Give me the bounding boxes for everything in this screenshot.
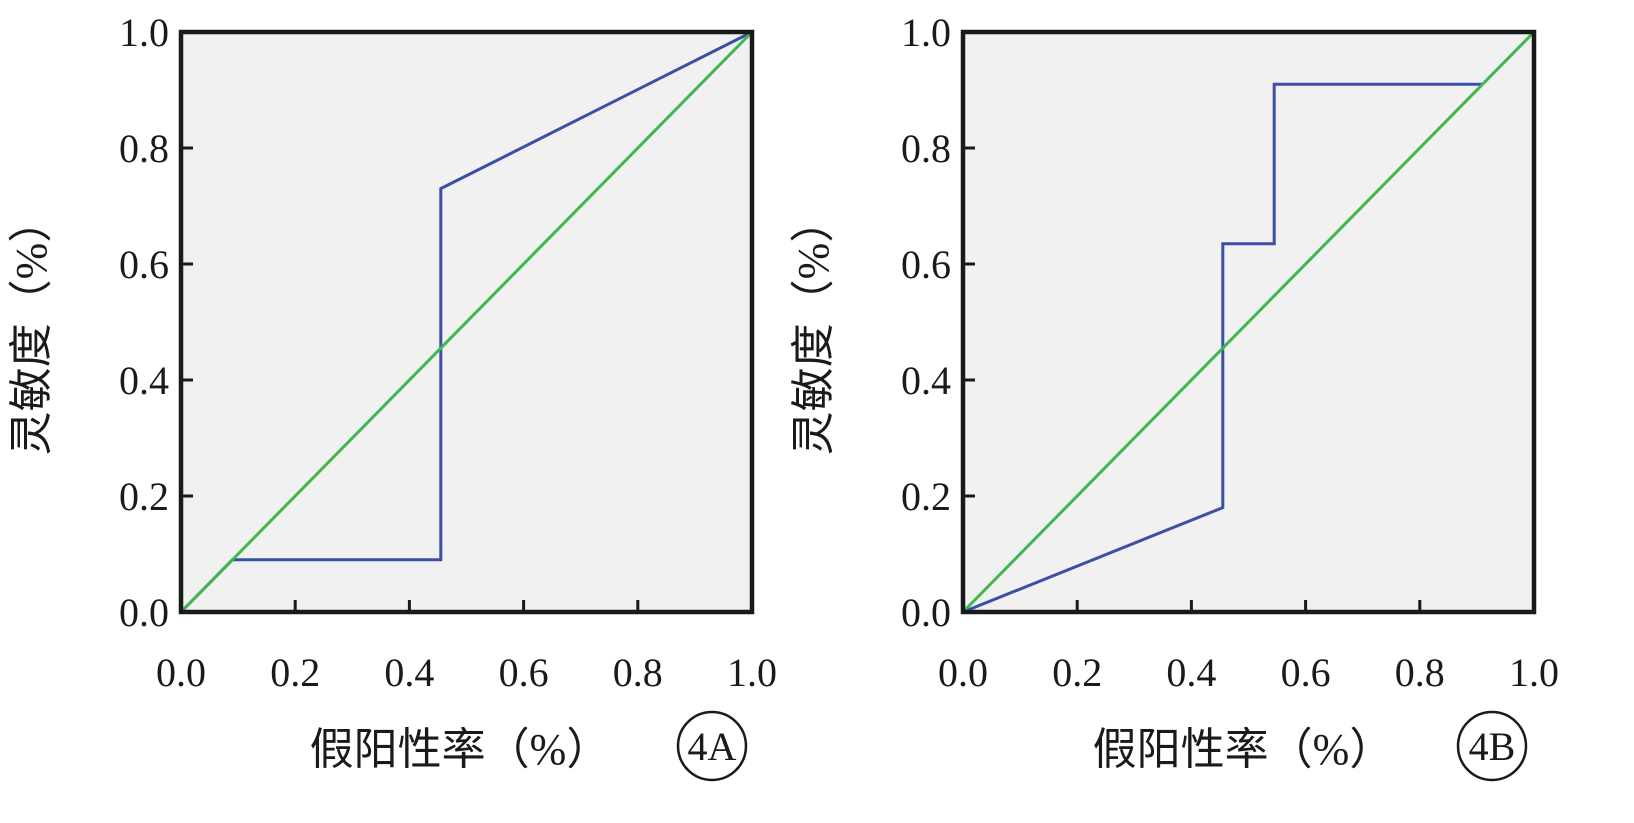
y-axis-label: 灵敏度（%） [789,199,838,456]
x-tick-label: 0.8 [613,650,663,695]
x-axis-label: 假阳性率（%） [310,725,611,774]
y-tick-label: 0.0 [901,590,951,635]
x-tick-label: 0.6 [1281,650,1331,695]
x-tick-label: 1.0 [727,650,777,695]
plot-frame [178,29,755,615]
y-tick-label: 0.0 [119,590,169,635]
x-tick-label: 0.4 [384,650,434,695]
x-axis-label: 假阳性率（%） [1093,725,1394,774]
y-tick-label: 0.4 [119,358,169,403]
x-tick-label: 0.4 [1166,650,1216,695]
chart-panel-4b: 0.0 0.2 0.4 0.6 0.8 1.0 0.0 0.2 0.4 0.6 0.8 1.0 假阳性率… [789,10,1559,782]
x-tick-label: 0.0 [156,650,206,695]
y-tick-label: 1.0 [901,10,951,55]
panel-badge-label: 4B [1469,724,1516,769]
x-tick-label: 0.0 [938,650,988,695]
panel-badge-circle [676,710,748,782]
plot-frame [960,29,1537,615]
x-tick-label: 1.0 [1509,650,1559,695]
reference-diagonal [961,30,1536,614]
chart-panel-4a: 0.0 0.2 0.4 0.6 0.8 1.0 0.0 0.2 0.4 0.6 0.8 1.0 假阳性率… [7,10,777,782]
y-tick-label: 1.0 [119,10,169,55]
y-axis-label: 灵敏度（%） [7,199,56,456]
y-tick-label: 0.8 [901,126,951,171]
reference-diagonal [179,30,754,614]
y-tick-label: 0.8 [119,126,169,171]
x-tick-label: 0.2 [270,650,320,695]
roc-curve [962,82,1483,614]
y-tick-label: 0.2 [119,474,169,519]
x-tick-label: 0.6 [499,650,549,695]
panel-badge-label: 4A [688,724,737,769]
x-tick-label: 0.8 [1395,650,1445,695]
y-tick-label: 0.6 [901,242,951,287]
panel-badge-circle [1456,710,1528,782]
y-tick-label: 0.6 [119,242,169,287]
x-tick-label: 0.2 [1052,650,1102,695]
y-tick-label: 0.2 [901,474,951,519]
y-tick-label: 0.4 [901,358,951,403]
